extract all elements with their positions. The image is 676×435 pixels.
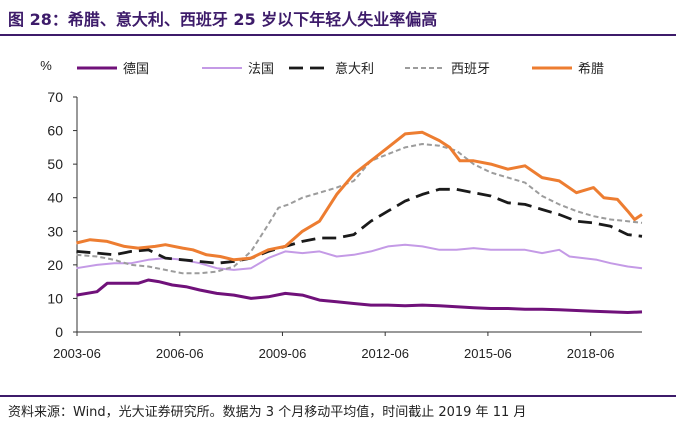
y-axis-label: % [40,58,52,73]
y-tick-label: 60 [47,123,63,139]
y-tick-label: 50 [47,156,63,172]
legend-label-3: 意大利 [335,61,374,76]
series-line-3 [76,187,643,265]
x-tick-label: 2018-06 [567,346,615,361]
y-axis: 0 10 20 30 40 50 60 70% [40,58,78,340]
x-tick-label: 2015-06 [464,346,512,361]
figure-title: 图 28：希腊、意大利、西班牙 25 岁以下年轻人失业率偏高 [8,10,438,29]
y-tick-label: 70 [47,89,63,105]
legend-label-4: 西班牙 [451,61,490,76]
y-tick-label: 10 [47,290,63,306]
x-tick-label: 2006-06 [156,346,204,361]
y-tick-label: 40 [47,190,63,206]
y-tick-label: 20 [47,257,63,273]
series-line-2 [76,243,643,271]
legend-label-1: 德国 [123,61,149,76]
legend-label-5: 希腊 [578,61,604,76]
title-divider [0,34,676,36]
legend-label-2: 法国 [248,61,274,76]
x-tick-label: 2009-06 [259,346,307,361]
y-tick-label: 0 [55,324,63,340]
y-tick-label: 30 [47,223,63,239]
x-tick-label: 2012-06 [361,346,409,361]
x-axis: 2003-06 2006-06 2009-06 2012-06 2015-06 2018-… [53,331,642,361]
series-line-4 [76,143,643,275]
series-line-5 [76,130,643,262]
x-tick-label: 2003-06 [53,346,101,361]
legend: 德国 法国 意大利 西班牙 希腊 [77,61,604,76]
footer-divider [0,395,676,397]
series-layer [76,130,643,314]
series-line-1 [76,278,643,314]
source-note: 资料来源：Wind，光大证券研究所。数据为 3 个月移动平均值，时间截止 201… [8,405,527,420]
